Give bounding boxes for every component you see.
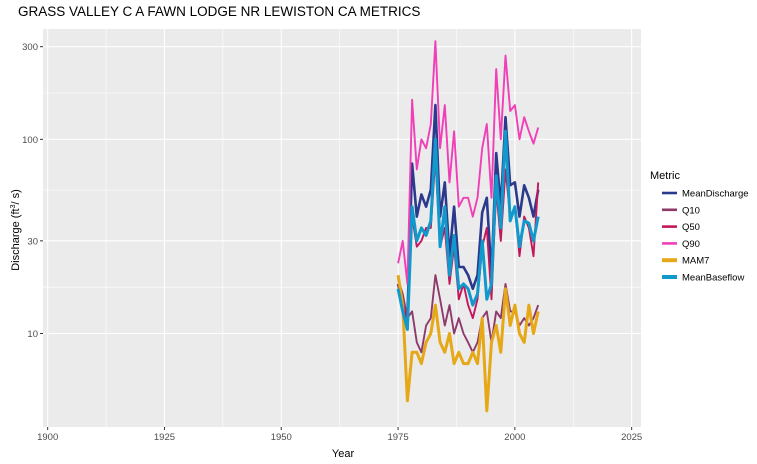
legend-label: Q10 (682, 205, 700, 216)
series-line-q90 (397, 40, 540, 285)
y-axis: 10 30 100 300 (22, 42, 43, 340)
x-tick-label: 1925 (154, 432, 175, 443)
legend-items: MeanDischarge Q10 Q50 Q90 MAM7 MeanBaseflow (662, 189, 749, 284)
x-tick-label: 1975 (387, 432, 408, 443)
plot-panel (43, 29, 641, 427)
x-axis-title: Year (332, 448, 355, 460)
x-tick-label: 2000 (504, 432, 525, 443)
legend: Metric MeanDischarge Q10 Q50 Q90 MAM7 MeanBas… (650, 170, 749, 284)
series-line-meandischarge (396, 103, 540, 320)
y-axis-title: Discharge (ft3/ s) (10, 189, 22, 271)
y-axis-title-main: Discharge (ft (10, 208, 22, 270)
legend-label: MeanBaseflow (682, 273, 744, 284)
legend-label: Q90 (682, 239, 700, 250)
y-tick-label: 300 (22, 42, 38, 53)
legend-title: Metric (650, 170, 680, 182)
legend-label: MAM7 (682, 256, 709, 267)
series-lines (396, 40, 540, 413)
y-axis-title-superscript: 3 (10, 204, 17, 208)
x-tick-label: 2025 (621, 432, 642, 443)
chart-title: GRASS VALLEY C A FAWN LODGE NR LEWISTON … (18, 4, 420, 19)
x-tick-label: 1900 (37, 432, 58, 443)
legend-label: MeanDischarge (682, 189, 749, 200)
legend-label: Q50 (682, 222, 700, 233)
x-axis: 1900 1925 1950 1975 2000 2025 (37, 427, 642, 443)
y-tick-label: 10 (27, 329, 38, 340)
y-axis-title-tail: / s) (10, 189, 22, 204)
minor-grid (43, 29, 641, 427)
y-tick-label: 100 (22, 135, 38, 146)
series-line-mam7 (396, 274, 540, 413)
series-line-meanbaseflow (396, 129, 540, 331)
major-grid (43, 29, 641, 427)
y-tick-label: 30 (27, 236, 38, 247)
x-tick-label: 1950 (271, 432, 292, 443)
